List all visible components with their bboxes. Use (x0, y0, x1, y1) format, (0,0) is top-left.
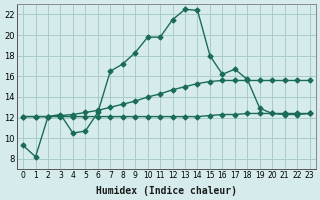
X-axis label: Humidex (Indice chaleur): Humidex (Indice chaleur) (96, 186, 237, 196)
